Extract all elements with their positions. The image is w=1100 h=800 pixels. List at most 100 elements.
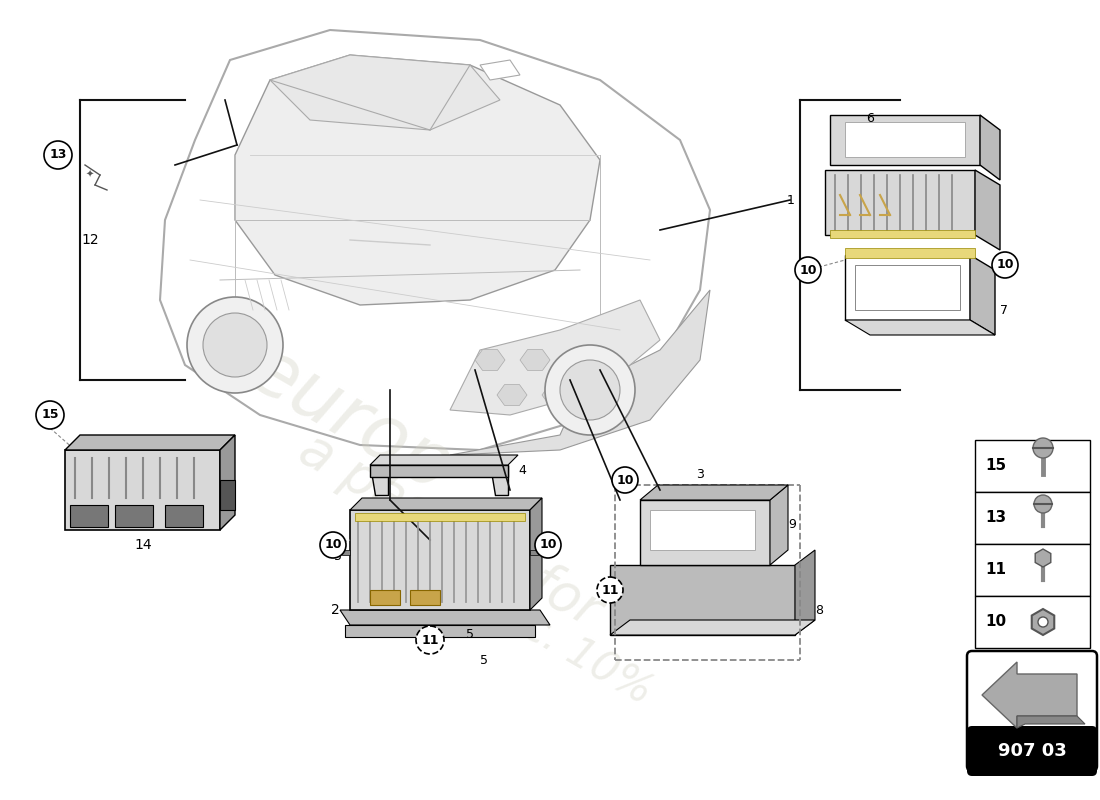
- Polygon shape: [1032, 609, 1054, 635]
- Bar: [370, 590, 400, 605]
- Bar: [855, 265, 960, 310]
- Text: 13: 13: [50, 149, 67, 162]
- Circle shape: [204, 313, 267, 377]
- Polygon shape: [520, 350, 550, 370]
- Circle shape: [320, 532, 346, 558]
- Text: europ: europ: [235, 333, 464, 507]
- Polygon shape: [270, 55, 500, 130]
- Polygon shape: [450, 290, 710, 455]
- Text: 11: 11: [984, 562, 1006, 578]
- Polygon shape: [370, 465, 388, 495]
- Polygon shape: [475, 350, 505, 370]
- Circle shape: [416, 626, 444, 654]
- Polygon shape: [160, 30, 710, 450]
- Text: ✦: ✦: [86, 170, 95, 180]
- Polygon shape: [565, 350, 595, 370]
- Circle shape: [44, 141, 72, 169]
- Polygon shape: [450, 300, 660, 415]
- Bar: [220, 480, 235, 510]
- Text: 10: 10: [997, 258, 1014, 271]
- Text: 10: 10: [539, 538, 557, 551]
- Polygon shape: [340, 610, 550, 625]
- Polygon shape: [65, 435, 235, 450]
- Text: 2: 2: [331, 603, 340, 617]
- Bar: [410, 590, 440, 605]
- Text: 10: 10: [324, 538, 342, 551]
- Polygon shape: [980, 115, 1000, 180]
- Text: 10: 10: [984, 614, 1006, 630]
- Text: 5: 5: [334, 550, 342, 563]
- Text: 11: 11: [602, 583, 618, 597]
- Bar: [165, 505, 204, 527]
- Circle shape: [1038, 617, 1048, 627]
- Polygon shape: [610, 620, 815, 635]
- Polygon shape: [480, 60, 520, 80]
- Polygon shape: [587, 385, 617, 406]
- Polygon shape: [830, 115, 980, 165]
- Text: 11: 11: [421, 634, 439, 646]
- FancyBboxPatch shape: [967, 726, 1097, 776]
- Text: 9: 9: [788, 518, 796, 531]
- Circle shape: [1034, 495, 1052, 513]
- Circle shape: [612, 467, 638, 493]
- Bar: [342, 550, 350, 555]
- Circle shape: [1033, 438, 1053, 458]
- Text: 1: 1: [788, 194, 795, 206]
- Circle shape: [187, 297, 283, 393]
- Text: 4: 4: [518, 463, 526, 477]
- Bar: [972, 731, 1092, 766]
- Polygon shape: [640, 485, 788, 500]
- Text: 5: 5: [466, 629, 474, 642]
- Text: 6: 6: [866, 111, 873, 125]
- Polygon shape: [795, 550, 815, 635]
- Text: 10: 10: [616, 474, 634, 486]
- Polygon shape: [490, 465, 508, 495]
- Circle shape: [795, 257, 821, 283]
- Text: 15: 15: [42, 409, 58, 422]
- Polygon shape: [370, 455, 518, 465]
- Bar: [845, 248, 975, 258]
- Text: 15: 15: [984, 458, 1006, 474]
- Circle shape: [36, 401, 64, 429]
- Bar: [345, 625, 535, 637]
- Circle shape: [544, 345, 635, 435]
- Polygon shape: [1018, 716, 1085, 728]
- Polygon shape: [825, 170, 975, 235]
- Text: 14: 14: [134, 538, 152, 552]
- Text: a passion for: a passion for: [290, 422, 610, 638]
- Bar: [975, 440, 1090, 492]
- Polygon shape: [982, 662, 1077, 728]
- Circle shape: [535, 532, 561, 558]
- Polygon shape: [542, 385, 572, 406]
- Polygon shape: [1035, 549, 1050, 567]
- Bar: [650, 510, 755, 550]
- Bar: [116, 505, 153, 527]
- Bar: [830, 230, 975, 238]
- Polygon shape: [640, 500, 770, 565]
- Polygon shape: [770, 485, 788, 565]
- FancyBboxPatch shape: [967, 651, 1097, 771]
- Bar: [975, 544, 1090, 596]
- Polygon shape: [970, 255, 996, 335]
- Polygon shape: [220, 435, 235, 530]
- Polygon shape: [845, 320, 996, 335]
- Circle shape: [560, 360, 620, 420]
- Polygon shape: [530, 498, 542, 610]
- Polygon shape: [65, 450, 220, 530]
- Circle shape: [992, 252, 1018, 278]
- Text: 12: 12: [81, 233, 99, 247]
- Polygon shape: [350, 498, 542, 510]
- Circle shape: [597, 577, 623, 603]
- Bar: [530, 550, 538, 555]
- Text: 13: 13: [984, 510, 1006, 526]
- Text: 7: 7: [1000, 303, 1008, 317]
- Polygon shape: [975, 170, 1000, 250]
- Polygon shape: [845, 255, 970, 320]
- Text: parts inc. 10%: parts inc. 10%: [379, 526, 660, 714]
- Polygon shape: [610, 565, 795, 635]
- Bar: [355, 513, 525, 521]
- Text: 8: 8: [815, 603, 823, 617]
- Bar: [975, 492, 1090, 544]
- Polygon shape: [235, 55, 600, 305]
- Bar: [370, 465, 508, 477]
